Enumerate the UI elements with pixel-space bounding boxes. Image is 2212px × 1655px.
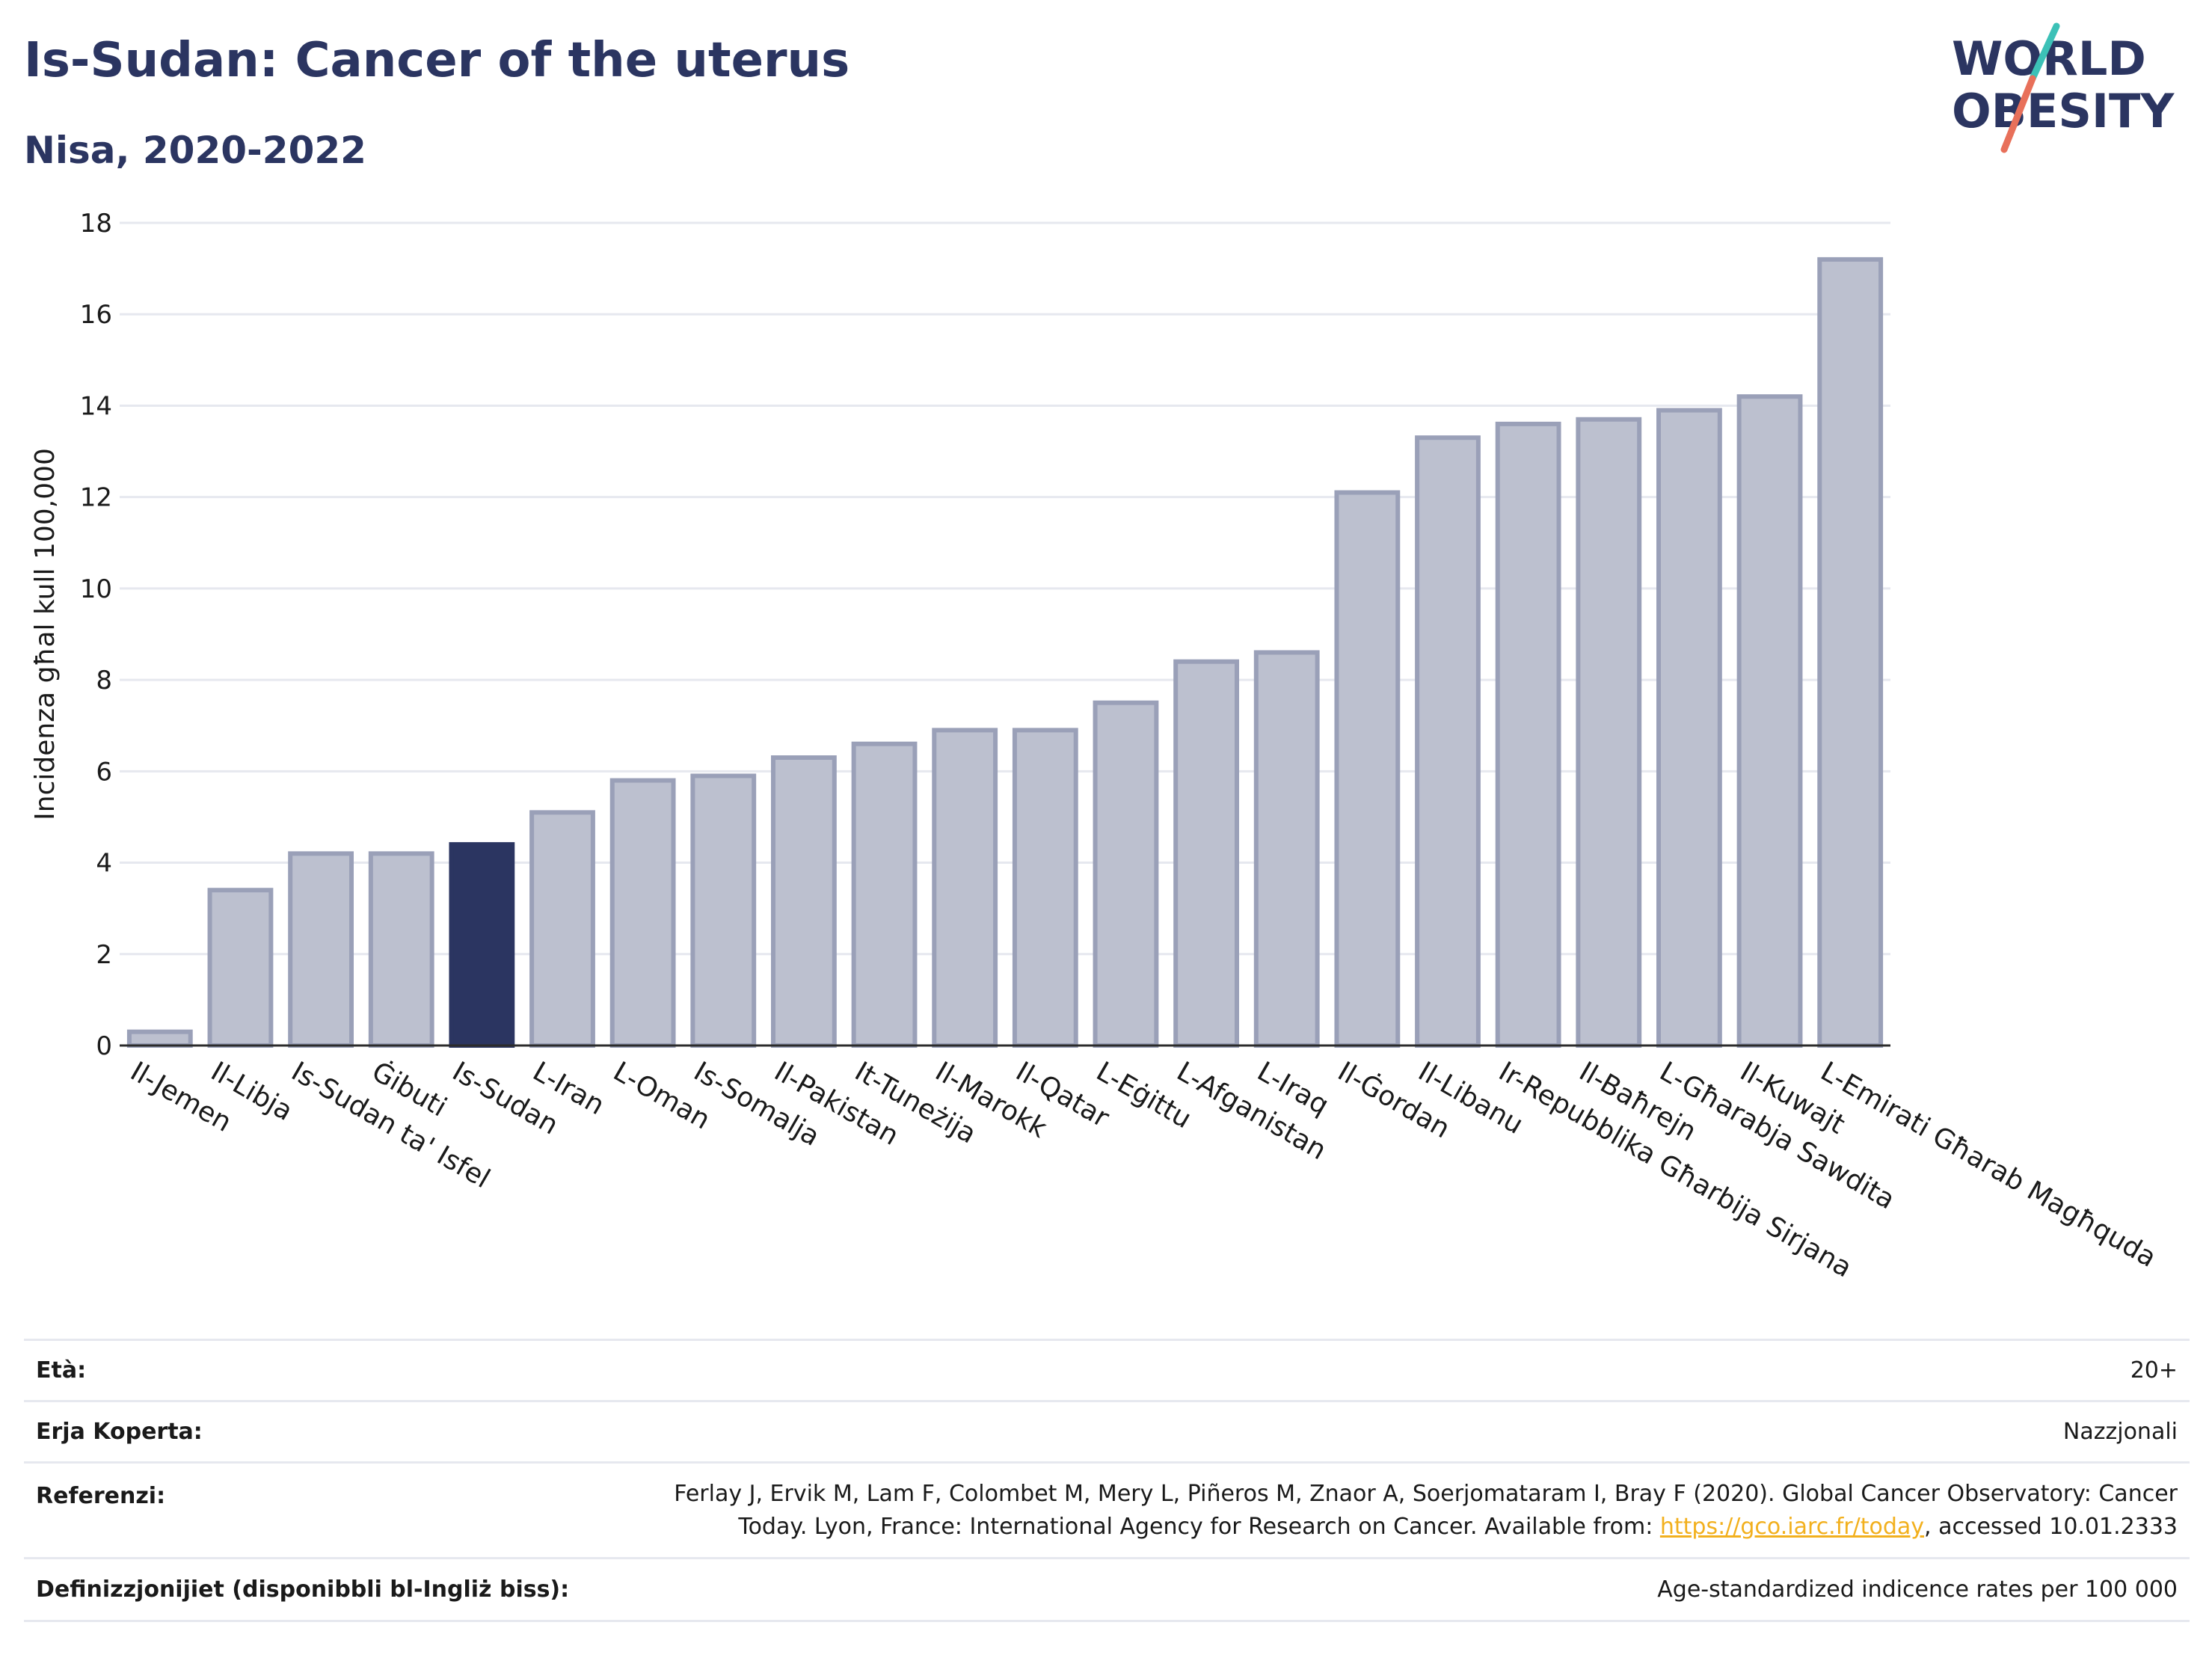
references-link[interactable]: https://gco.iarc.fr/today	[1659, 1513, 1925, 1540]
info-table: Età: 20+ Erja Koperta: Nazzjonali Refere…	[24, 1339, 2190, 1622]
y-tick-label: 16	[80, 300, 112, 330]
bars	[126, 257, 1884, 1048]
y-tick-labels: 0 2 4 6 8 10 12 14 16 18	[80, 209, 112, 1061]
definitions-value: Age-standardized indicence rates per 100…	[603, 1557, 2190, 1622]
bar-l-iran	[529, 810, 595, 1048]
bar-l-oman	[609, 778, 676, 1048]
bar-it-tuneżija	[851, 741, 918, 1048]
references-line2b: , accessed 10.01.2333	[1924, 1513, 2178, 1540]
y-tick-label: 6	[96, 757, 112, 787]
bar-is-sudan	[449, 842, 515, 1048]
info-row-age: Età: 20+	[24, 1339, 2190, 1401]
definitions-label: Definizzjonijiet (disponibbli bl-Ingliż …	[24, 1557, 603, 1622]
bar-il-kuwajt	[1736, 394, 1803, 1048]
bar-is-sudan-ta-isfel	[288, 851, 354, 1048]
bar-l-emirati-għarab-magħquda	[1817, 257, 1884, 1048]
info-row-definitions: Definizzjonijiet (disponibbli bl-Ingliż …	[24, 1557, 2190, 1622]
references-line1: Ferlay J, Ervik M, Lam F, Colombet M, Me…	[674, 1480, 2178, 1507]
y-tick-label: 18	[80, 209, 112, 239]
bar-ġibuti	[368, 851, 434, 1048]
x-tick-label: L-Emirati Għarab Magħquda	[1816, 1056, 2161, 1274]
y-axis-label: Incidenza għal kull 100,000	[30, 448, 61, 820]
info-row-references: Referenzi: Ferlay J, Ervik M, Lam F, Col…	[24, 1461, 2190, 1559]
bar-il-marokk	[932, 728, 998, 1048]
y-tick-label: 14	[80, 391, 112, 421]
bar-il-libja	[207, 888, 274, 1048]
references-value: Ferlay J, Ervik M, Lam F, Colombet M, Me…	[603, 1461, 2190, 1559]
coverage-value: Nazzjonali	[603, 1400, 2190, 1463]
logo-slash-red	[2000, 75, 2036, 153]
bar-il-ġordan	[1334, 490, 1401, 1048]
references-label: Referenzi:	[24, 1461, 603, 1559]
age-value: 20+	[603, 1339, 2190, 1401]
logo-text-obesity: OBESITY	[1952, 84, 2175, 138]
bar-is-somalja	[690, 773, 757, 1048]
chart-subtitle: Nisa, 2020-2022	[24, 129, 366, 172]
bar-chart: 0 2 4 6 8 10 12 14 16 18 Il-JemenIl-LibjaIs-Sudan…	[30, 209, 2161, 1284]
bar-l-eġittu	[1093, 700, 1159, 1048]
bar-l-iraq	[1253, 650, 1320, 1048]
info-row-coverage: Erja Koperta: Nazzjonali	[24, 1400, 2190, 1463]
bar-il-qatar	[1012, 728, 1078, 1048]
references-line2a: Today. Lyon, France: International Agenc…	[738, 1513, 1660, 1540]
y-tick-label: 8	[96, 666, 112, 696]
logo-slash-teal	[2029, 22, 2060, 82]
y-tick-label: 2	[96, 940, 112, 970]
chart-title: Is-Sudan: Cancer of the uterus	[24, 33, 850, 88]
world-obesity-logo: WORLD OBESITY	[1952, 22, 2175, 153]
bar-il-pakistan	[771, 755, 837, 1048]
bar-l-afganistan	[1173, 659, 1239, 1048]
bar-il-jemen	[126, 1029, 193, 1048]
y-tick-label: 10	[80, 574, 112, 604]
y-tick-label: 0	[96, 1031, 112, 1061]
y-tick-label: 12	[80, 483, 112, 513]
bar-l-għarabja-sawdita	[1656, 408, 1722, 1048]
bar-il-libanu	[1415, 435, 1481, 1048]
age-label: Età:	[24, 1339, 603, 1401]
bar-il-baħrejn	[1576, 417, 1642, 1048]
coverage-label: Erja Koperta:	[24, 1400, 603, 1463]
y-tick-label: 4	[96, 849, 112, 879]
bar-ir-repubblika-għarbija-sirjana	[1495, 421, 1561, 1048]
